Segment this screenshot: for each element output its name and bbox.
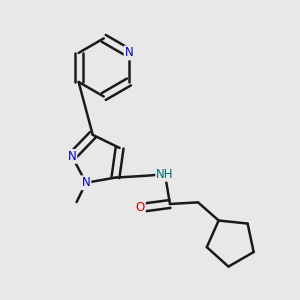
Text: O: O [136, 201, 145, 214]
Text: NH: NH [156, 168, 174, 181]
Text: N: N [82, 176, 90, 189]
Text: N: N [124, 46, 133, 59]
Text: N: N [68, 150, 76, 163]
